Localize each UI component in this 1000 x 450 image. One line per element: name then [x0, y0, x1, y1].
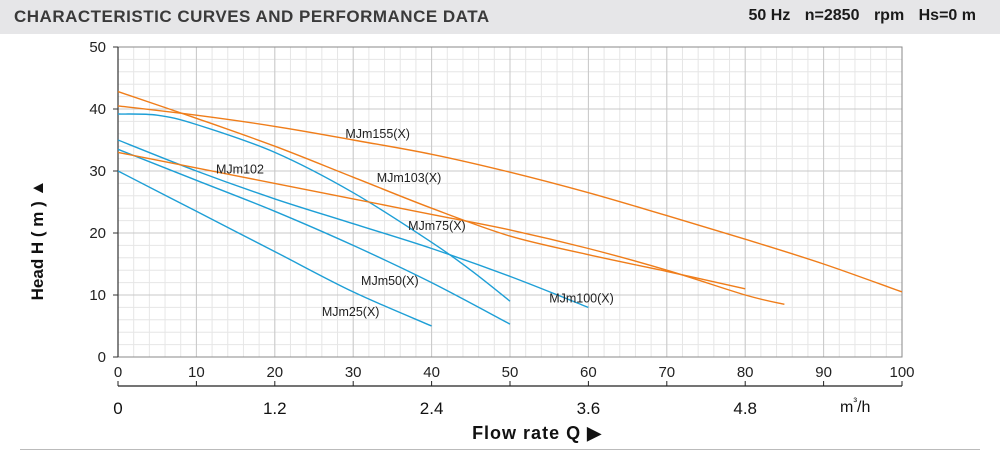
- curve-label: MJm50(X): [361, 274, 419, 288]
- x-tick-label: 40: [423, 364, 440, 381]
- series-line-mjm25-x: [117, 170, 432, 327]
- secondary-x-tick-label: 3.6: [577, 399, 601, 418]
- x-tick-label: 90: [815, 364, 832, 381]
- y-tick-label: 20: [89, 225, 106, 242]
- x-tick-label: 0: [114, 364, 122, 381]
- x-unit-label: m³/h: [840, 396, 870, 416]
- secondary-x-tick-label: 0: [113, 399, 122, 418]
- x-tick-label: 50: [502, 364, 519, 381]
- x-axis-title: Flow rate Q ▶: [472, 423, 602, 443]
- curve-label: MJm102: [216, 162, 264, 176]
- chart-header: CHARACTERISTIC CURVES AND PERFORMANCE DA…: [0, 0, 1000, 34]
- y-tick-label: 50: [89, 39, 106, 56]
- curve-label: MJm100(X): [549, 291, 614, 305]
- secondary-x-tick-label: 4.8: [733, 399, 757, 418]
- speed-unit-label: rpm: [873, 7, 905, 24]
- series-line-mjm103-x: [117, 90, 746, 290]
- x-tick-label: 60: [580, 364, 597, 381]
- operating-conditions: 50 Hz n=2850 rpm Hs=0 m: [739, 7, 976, 25]
- x-tick-label: 10: [188, 364, 205, 381]
- y-tick-label: 10: [89, 287, 106, 304]
- x-tick-label: 80: [737, 364, 754, 381]
- series-line-mjm155-x: [117, 105, 903, 293]
- series-line-mjm75-x: [117, 113, 511, 302]
- speed-label: n=2850: [804, 7, 860, 24]
- curve-label: MJm25(X): [322, 305, 380, 319]
- x-tick-label: 30: [345, 364, 362, 381]
- series-line-mjm50-x: [117, 148, 511, 325]
- curve-label: MJm155(X): [345, 127, 410, 141]
- curve-label: MJm103(X): [377, 171, 442, 185]
- x-tick-label: 70: [658, 364, 675, 381]
- y-tick-label: 0: [98, 349, 106, 366]
- y-tick-label: 30: [89, 163, 106, 180]
- frequency-label: 50 Hz: [748, 7, 791, 24]
- suction-label: Hs=0 m: [918, 7, 976, 24]
- series-line-mjm100-x: [117, 139, 589, 309]
- curve-label: MJm75(X): [408, 219, 466, 233]
- y-tick-label: 40: [89, 101, 106, 118]
- series-line-mjm102: [117, 151, 785, 305]
- x-tick-label: 100: [889, 364, 914, 381]
- chart-title: CHARACTERISTIC CURVES AND PERFORMANCE DA…: [14, 7, 490, 26]
- secondary-x-tick-label: 1.2: [263, 399, 287, 418]
- secondary-x-tick-label: 2.4: [420, 399, 444, 418]
- x-tick-label: 20: [266, 364, 283, 381]
